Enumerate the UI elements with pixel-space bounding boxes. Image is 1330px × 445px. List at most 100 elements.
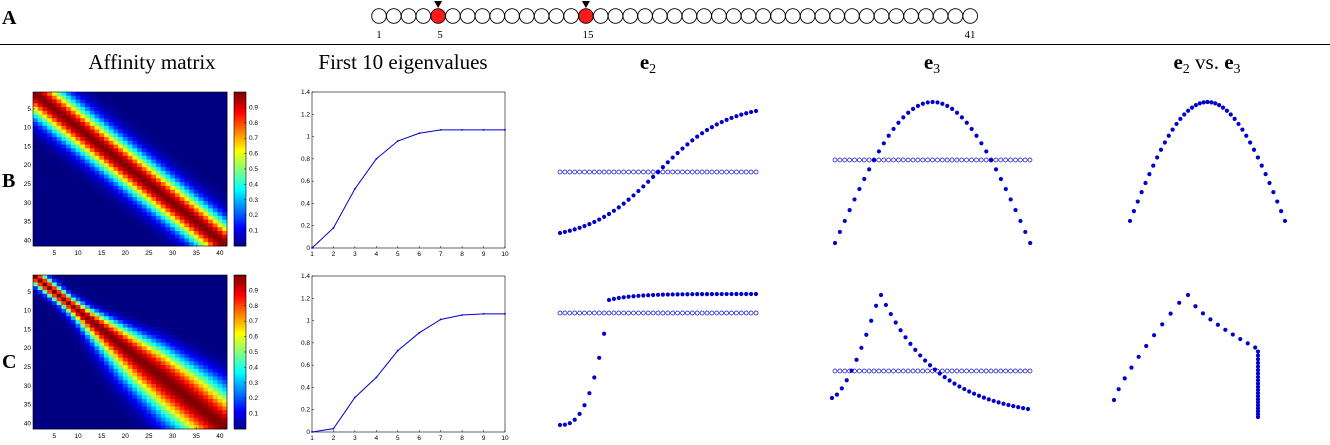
heatmap-cell [193,413,199,419]
heatmap-cell [56,103,62,108]
heatmap-cell [61,346,67,351]
heatmap-cell [146,297,152,302]
heatmap-cell [70,140,76,145]
heatmap-cell [56,110,62,115]
e3-b-reference-dot-32 [983,157,989,163]
heatmap-cell [99,290,105,295]
heatmap-cell [33,193,39,198]
heatmap-cell [160,110,166,115]
heatmap-cell [103,372,110,377]
heatmap-cell [118,308,124,313]
heatmap-cell [170,118,176,123]
heatmap-cell [222,219,228,224]
heatmap-cell [212,290,218,295]
heatmap-cell [170,335,176,340]
colorbar-segment [234,356,246,360]
heatmap-cell [160,391,166,396]
heatmap-cell [170,208,176,213]
heatmap-cell [66,387,72,392]
heatmap-cell [61,103,67,108]
heatmap-cell [47,178,53,183]
e2-c-reference-dot-40 [748,310,754,316]
heatmap-cell [70,234,76,239]
title-e3: e3 [924,50,940,77]
e3-b-reference-dot-2 [837,157,843,163]
heatmap-cell [198,368,204,374]
heatmap-cell [174,331,181,336]
e23-b-dot-32 [1248,140,1253,145]
heatmap-cell [170,200,176,206]
heatmap-cell [179,118,185,123]
heatmap-cell [160,122,166,127]
colorbar-segment [234,104,246,107]
heatmap-cell [118,391,124,396]
heatmap-cell [108,410,114,415]
heatmap-cell [179,189,185,194]
e3-c-reference-dot-41 [1027,368,1033,374]
heatmap-cell [99,410,105,415]
heatmap-cell [217,223,223,228]
heatmap-cell [193,99,199,104]
heatmap-cell [193,185,199,191]
heatmap-cell [94,152,100,157]
heatmap-cell [137,275,143,280]
heatmap-cell [80,312,86,317]
heatmap-cell [170,421,176,426]
heatmap-cell [165,170,171,175]
colorbar-segment [234,301,246,305]
heatmap-cell [170,212,176,217]
heatmap-cell [170,167,176,172]
heatmap-cell [203,118,209,123]
heatmap-cell [184,278,190,283]
heatmap-cell [165,174,171,179]
heatmap-cell [179,242,185,247]
colorbar-segment [234,197,246,201]
heatmap-cell [127,212,133,217]
heatmap-cell [198,413,204,419]
e23-c-dot-14 [1208,317,1213,322]
heatmap-cell [174,159,181,164]
heatmap-cell [189,103,195,108]
heatmap-cell [141,327,147,332]
heatmap-cell [75,376,81,381]
heatmap-cell [113,107,119,112]
heatmap-cell [203,372,209,377]
heatmap-cell [89,215,95,221]
heatmap-cell [160,380,166,385]
heatmap-cell [47,346,53,351]
e3-c-dot-9 [869,318,874,323]
heatmap-cell [99,383,105,389]
eigen-b-xtick-2: 2 [332,251,336,258]
heatmap-cell [151,275,157,280]
heatmap-cell [80,290,86,295]
e3-c-dot-8 [864,332,869,337]
heatmap-cell [146,406,152,411]
heatmap-cell [89,167,95,172]
heatmap-cell [61,278,67,283]
heatmap-cell [37,178,43,183]
heatmap-cell [108,189,114,194]
colorbar-b-tick-0.5: 0.5 [249,166,258,173]
heatmap-cell [208,122,214,127]
heatmap-cell [42,402,48,407]
e2-b-dot-2 [562,229,568,235]
e2-c-dot-4 [572,417,577,422]
heatmap-cell [89,122,95,127]
heatmap-cell [165,167,171,172]
colorbar-segment [234,106,246,110]
heatmap-cell [47,152,53,157]
heatmap-cell [113,167,119,172]
heatmap-cell [99,331,105,336]
heatmap-cell [165,230,171,236]
heatmap-cell [193,215,199,221]
heatmap-cell [122,189,128,194]
heatmap-cell [193,395,199,400]
heatmap-cell [208,215,214,221]
heatmap-cell [184,200,190,206]
eigenvalue-point-c-5 [396,349,399,352]
e2-c-reference-dot-27 [685,310,690,316]
heatmap-cell [108,200,114,206]
heatmap-cell [42,346,48,351]
heatmap-cell [193,223,199,228]
heatmap-cell [80,278,86,283]
